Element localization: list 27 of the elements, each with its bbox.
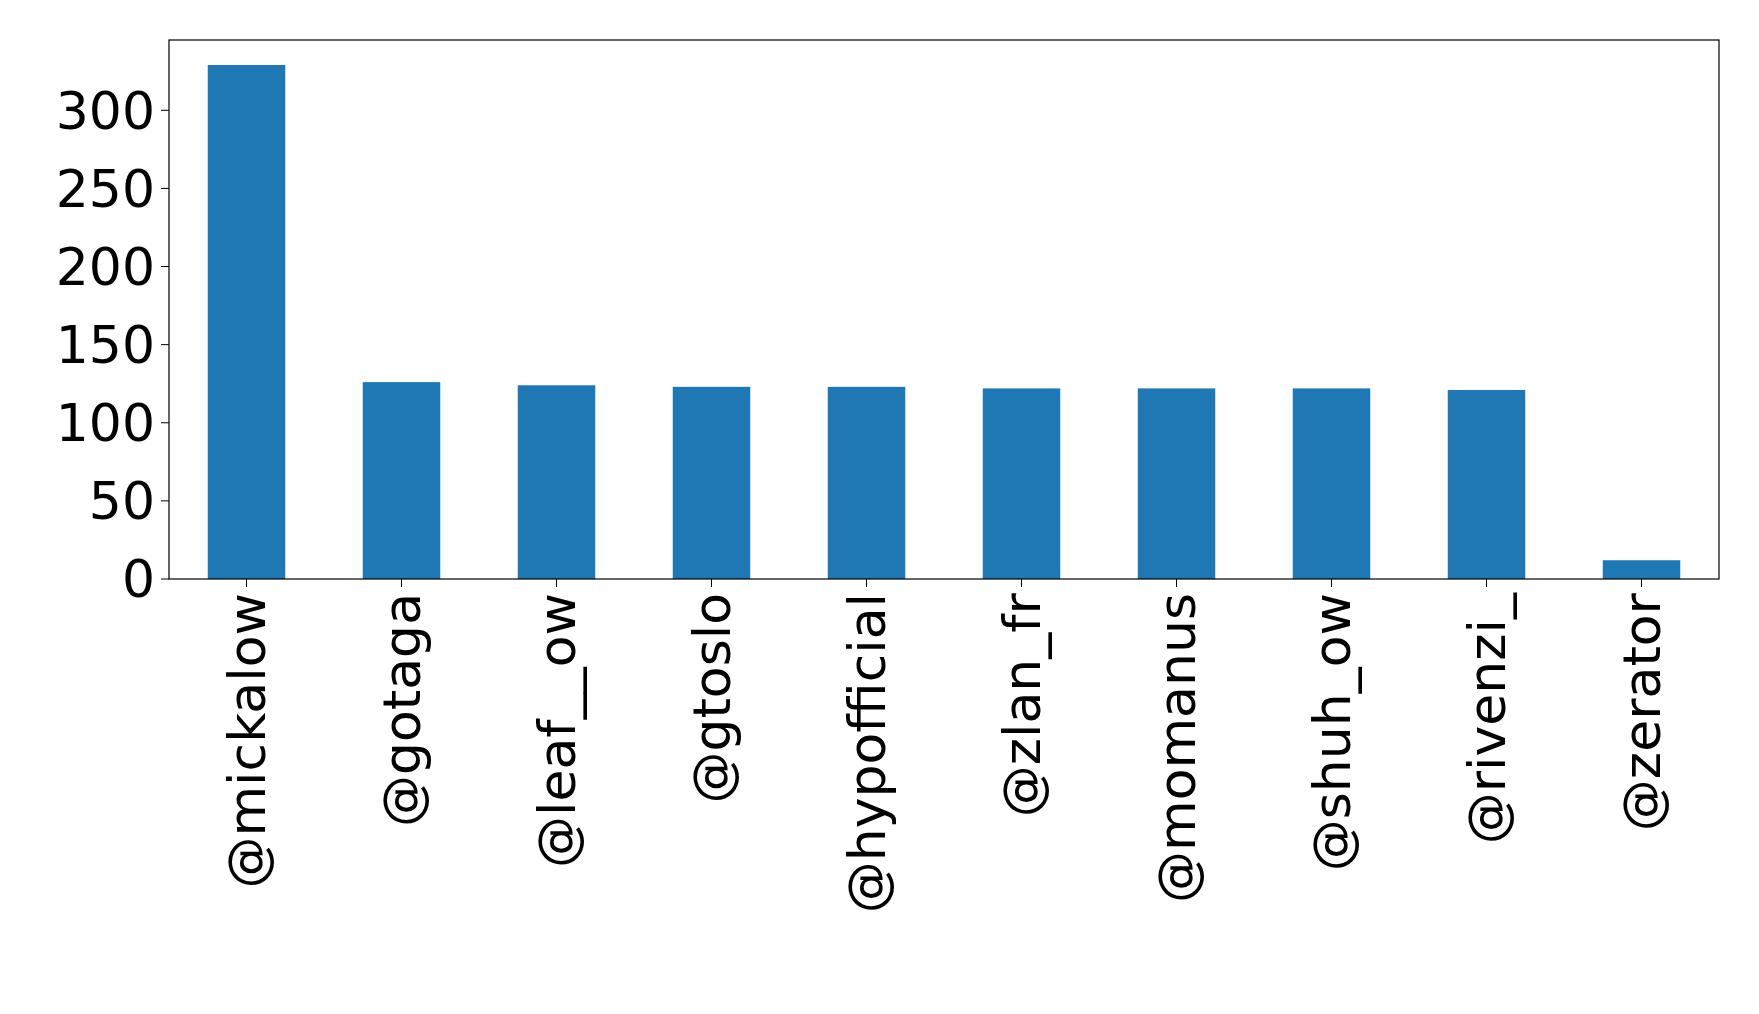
x-tick-label: @zlan_fr xyxy=(991,592,1052,818)
x-tick-label: @hypofficial xyxy=(836,593,897,914)
bar xyxy=(1137,388,1216,579)
x-tick-label: @mickalow xyxy=(216,593,277,889)
y-tick-label: 50 xyxy=(88,471,155,532)
x-tick-label: @gotaga xyxy=(371,593,432,827)
y-tick-label: 150 xyxy=(55,314,155,375)
y-tick-label: 100 xyxy=(55,392,155,453)
y-tick-label: 200 xyxy=(55,236,155,297)
bar xyxy=(207,65,286,579)
bar xyxy=(1292,388,1371,579)
y-tick-label: 0 xyxy=(121,549,155,610)
bar xyxy=(517,385,596,579)
x-tick-label: @shuh_ow xyxy=(1301,593,1362,872)
bar xyxy=(362,382,441,579)
x-tick-label: @leaf__ow xyxy=(526,593,587,868)
y-tick-label: 250 xyxy=(55,158,155,219)
x-tick-label: @rivenzi_ xyxy=(1456,592,1517,845)
x-tick-label: @zerator xyxy=(1611,592,1672,832)
bar xyxy=(827,386,906,579)
y-tick-label: 300 xyxy=(55,80,155,141)
x-tick-label: @momanus xyxy=(1146,593,1207,903)
bar xyxy=(672,386,751,579)
x-tick-label: @gtoslo xyxy=(681,593,742,804)
bar xyxy=(1602,560,1681,579)
bar xyxy=(982,388,1061,579)
bar xyxy=(1447,389,1526,579)
